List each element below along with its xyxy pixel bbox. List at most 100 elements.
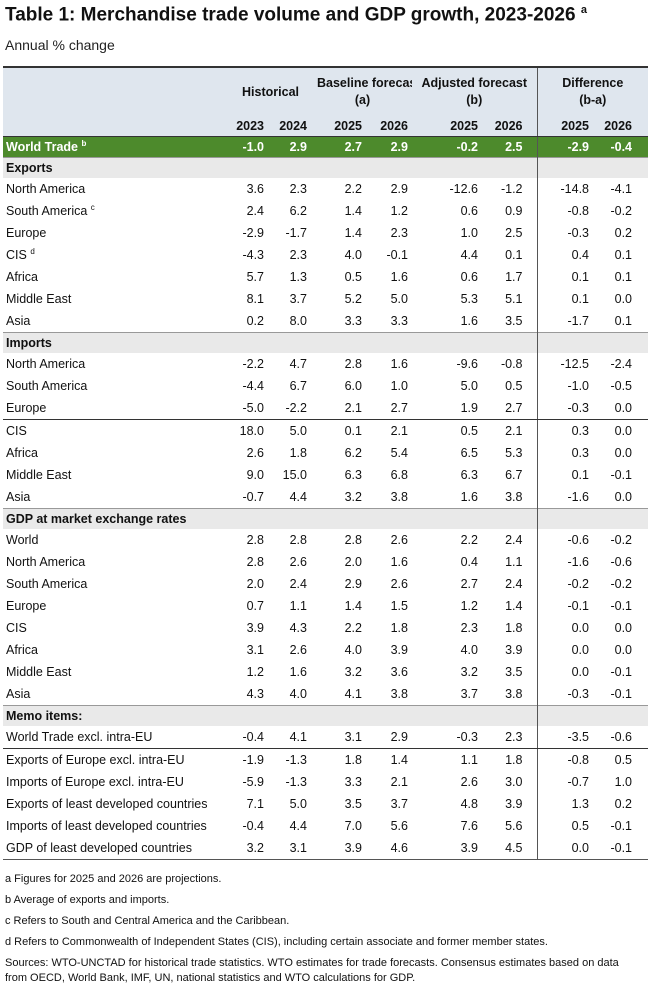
value-cell: 0.5 bbox=[344, 270, 362, 284]
label-text: World Trade excl. intra-EU bbox=[6, 730, 153, 744]
value-cell: 2.6 bbox=[289, 643, 307, 657]
section-title: Memo items: bbox=[3, 705, 537, 726]
header-cell bbox=[3, 116, 215, 137]
value-cell: -0.2 bbox=[610, 533, 633, 547]
label-text: Middle East bbox=[6, 468, 72, 482]
data-row: North America 3.6 2.3 2.2 2.9 -12.6 -1.2 -14.8 -… bbox=[3, 178, 648, 200]
value-cell: 4.3 bbox=[289, 621, 307, 635]
value-cell: 1.6 bbox=[390, 555, 408, 569]
data-row: South America c 2.4 6.2 1.4 1.2 0.6 0.9 -0.8 -0.… bbox=[3, 200, 648, 222]
subtitle: Annual % change bbox=[5, 37, 115, 53]
value-cell: 6.2 bbox=[344, 446, 362, 460]
year-header: 2025 bbox=[536, 116, 593, 137]
value-cell: 6.3 bbox=[344, 468, 362, 482]
data-row: Imports of least developed countries -0.4… bbox=[3, 815, 648, 837]
value-cell: 0.5 bbox=[460, 424, 478, 438]
row-label: Europe bbox=[3, 222, 215, 244]
footnote: c Refers to South and Central America an… bbox=[5, 915, 290, 927]
section-title: Imports bbox=[3, 332, 537, 353]
row-label: Asia bbox=[3, 683, 215, 706]
value-cell: 5.6 bbox=[390, 819, 408, 833]
section-title: Exports bbox=[3, 157, 537, 178]
value-cell: 0.4 bbox=[460, 555, 478, 569]
value-cell: 1.6 bbox=[460, 490, 478, 504]
header-cell bbox=[3, 67, 215, 116]
row-label: North America bbox=[3, 353, 215, 375]
section-fill bbox=[536, 332, 649, 353]
year-header: 2024 bbox=[270, 116, 313, 137]
value-cell: -0.3 bbox=[536, 683, 593, 706]
group-header: Adjusted forecast (b) bbox=[412, 67, 537, 116]
value-cell: 1.6 bbox=[460, 314, 478, 328]
value-cell: 1.7 bbox=[505, 270, 523, 284]
row-label: CIS d bbox=[3, 244, 215, 266]
value-cell: 5.0 bbox=[289, 797, 307, 811]
section-row: Exports bbox=[3, 157, 649, 178]
value-cell: 1.1 bbox=[460, 753, 478, 767]
section-row: Imports bbox=[3, 332, 649, 353]
value-cell: -1.6 bbox=[536, 551, 593, 573]
value-cell: 3.6 bbox=[390, 665, 408, 679]
value-cell: -0.6 bbox=[610, 555, 633, 569]
value-cell: 1.6 bbox=[390, 357, 408, 371]
value-cell: 2.3 bbox=[460, 621, 478, 635]
section-fill bbox=[536, 157, 649, 178]
value-cell: 1.6 bbox=[390, 270, 408, 284]
value-cell: 2.3 bbox=[289, 248, 307, 262]
label-text: Asia bbox=[6, 687, 31, 701]
year-header: 2026 bbox=[366, 116, 412, 137]
value-cell: -5.0 bbox=[215, 397, 270, 420]
section-title: GDP at market exchange rates bbox=[3, 508, 537, 529]
value-cell: 4.7 bbox=[289, 357, 307, 371]
value-cell: 2.5 bbox=[482, 136, 537, 158]
group-header: Difference (b-a) bbox=[536, 67, 649, 116]
value-cell: 0.3 bbox=[536, 442, 593, 464]
row-label: Imports of Europe excl. intra-EU bbox=[3, 771, 215, 793]
value-cell: 3.2 bbox=[460, 665, 478, 679]
value-cell: 0.0 bbox=[536, 639, 593, 661]
value-cell: 1.1 bbox=[505, 555, 523, 569]
value-cell: 2.3 bbox=[390, 226, 408, 240]
label-note: c bbox=[90, 203, 95, 213]
data-row: CIS d -4.3 2.3 4.0 -0.1 4.4 0.1 0.4 0.1 bbox=[3, 244, 648, 266]
value-cell: -0.6 bbox=[593, 726, 649, 749]
value-cell: 3.8 bbox=[390, 490, 408, 504]
row-label: Europe bbox=[3, 397, 215, 420]
value-cell: 2.8 bbox=[344, 357, 362, 371]
value-cell: -9.6 bbox=[456, 357, 478, 371]
value-cell: 7.1 bbox=[246, 797, 264, 811]
value-cell: 3.9 bbox=[390, 643, 408, 657]
label-text: Africa bbox=[6, 446, 38, 460]
value-cell: 6.2 bbox=[289, 204, 307, 218]
value-cell: 0.2 bbox=[246, 314, 264, 328]
value-cell: 3.3 bbox=[390, 314, 408, 328]
value-cell: 3.7 bbox=[390, 797, 408, 811]
value-cell: 3.1 bbox=[313, 726, 366, 749]
value-cell: 15.0 bbox=[282, 468, 307, 482]
group-sub: (a) bbox=[354, 93, 371, 107]
label-text: Asia bbox=[6, 314, 31, 328]
value-cell: 1.5 bbox=[390, 599, 408, 613]
value-cell: 0.5 bbox=[505, 379, 523, 393]
value-cell: 4.0 bbox=[344, 248, 362, 262]
value-cell: 2.4 bbox=[246, 204, 264, 218]
value-cell: -0.2 bbox=[536, 573, 593, 595]
value-cell: 0.4 bbox=[536, 244, 593, 266]
value-cell: -0.4 bbox=[215, 726, 270, 749]
value-cell: 0.1 bbox=[536, 288, 593, 310]
value-cell: 6.8 bbox=[390, 468, 408, 482]
label-text: GDP of least developed countries bbox=[6, 841, 192, 855]
label-text: South America bbox=[6, 577, 88, 591]
value-cell: -12.6 bbox=[449, 182, 479, 196]
value-cell: 3.2 bbox=[344, 490, 362, 504]
value-cell: 0.0 bbox=[536, 837, 593, 860]
value-cell: -0.2 bbox=[610, 577, 633, 591]
value-cell: 5.0 bbox=[289, 424, 307, 438]
row-label: South America c bbox=[3, 200, 215, 222]
data-row: CIS 3.9 4.3 2.2 1.8 2.3 1.8 0.0 0.0 bbox=[3, 617, 648, 639]
footnote: a Figures for 2025 and 2026 are projecti… bbox=[5, 873, 222, 885]
data-row: Asia 4.3 4.0 4.1 3.8 3.7 3.8 -0.3 -0.1 bbox=[3, 683, 648, 706]
label-text: North America bbox=[6, 182, 86, 196]
value-cell: -1.0 bbox=[215, 136, 270, 158]
value-cell: 2.9 bbox=[270, 136, 313, 158]
